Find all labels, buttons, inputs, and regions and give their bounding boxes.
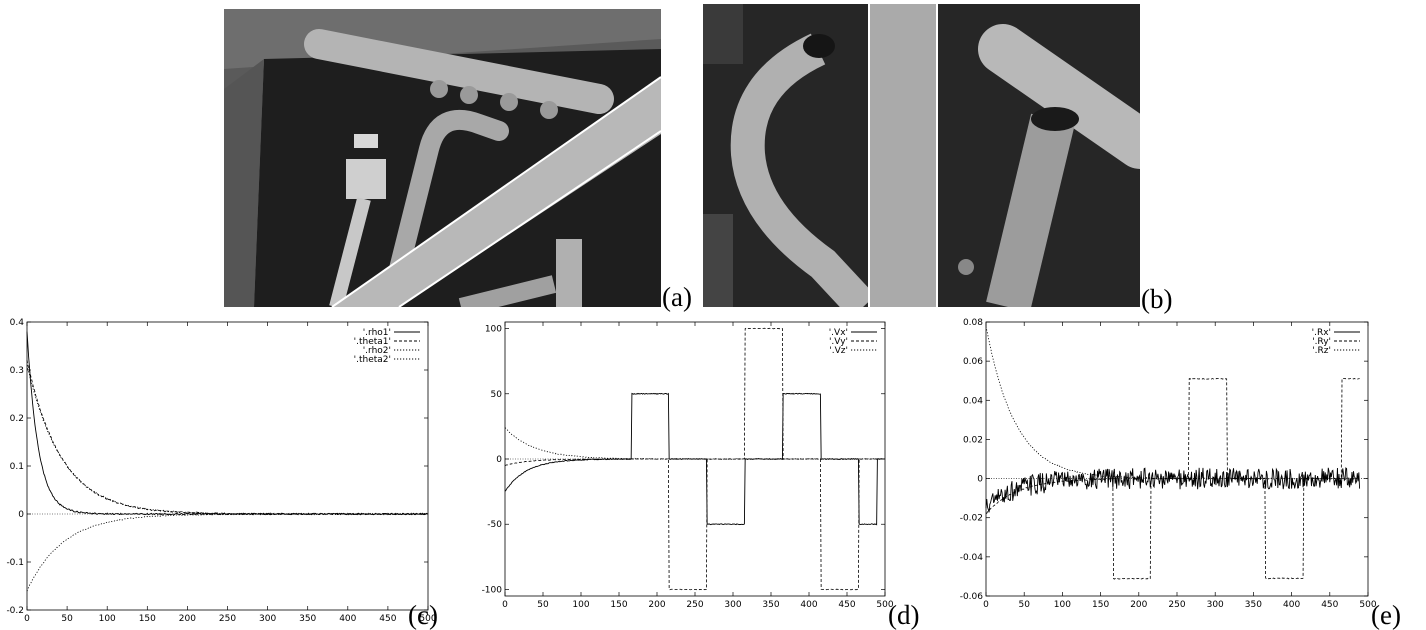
x-tick-label: 400	[339, 614, 356, 624]
y-tick-label: 0.2	[10, 414, 24, 424]
panel-label-c: (c)	[408, 600, 438, 630]
x-tick-label: 200	[179, 614, 196, 624]
x-tick-label: 250	[686, 600, 703, 610]
y-tick-label: 0	[496, 455, 502, 465]
x-tick-label: 450	[838, 600, 855, 610]
x-tick-label: 150	[610, 600, 627, 610]
x-tick-label: 0	[983, 600, 989, 610]
x-tick-label: 450	[379, 614, 396, 624]
plot-frame	[26, 321, 429, 611]
y-tick-label: 0	[18, 510, 24, 520]
photo-a	[224, 9, 661, 307]
x-tick-label: 500	[1359, 600, 1376, 610]
x-tick-label: 250	[219, 614, 236, 624]
x-tick-label: 150	[139, 614, 156, 624]
panel-label-e: (e)	[1371, 600, 1401, 630]
x-tick-label: 500	[876, 600, 893, 610]
y-tick-label: 0	[977, 475, 983, 485]
y-tick-label: 0.04	[963, 396, 983, 406]
series-line	[26, 359, 428, 516]
series-line	[985, 377, 1360, 580]
x-tick-label: 0	[502, 600, 508, 610]
x-tick-label: 350	[1245, 600, 1262, 610]
x-tick-label: 500	[419, 614, 436, 624]
y-tick-label: -100	[482, 585, 503, 595]
y-tick-label: -0.1	[6, 558, 24, 568]
legend-label: '.Vy'	[829, 337, 848, 347]
x-tick-label: 100	[572, 600, 589, 610]
x-tick-label: 400	[800, 600, 817, 610]
legend-label: '.Vz'	[829, 346, 848, 356]
series-line	[26, 512, 428, 592]
series-line	[504, 427, 885, 460]
x-tick-label: 400	[1283, 600, 1300, 610]
y-tick-label: -50	[487, 520, 502, 530]
x-tick-label: 300	[1207, 600, 1224, 610]
series-line	[985, 467, 1361, 513]
y-tick-label: 50	[491, 390, 503, 400]
y-tick-label: 0.3	[10, 366, 24, 376]
y-tick-label: -0.04	[960, 553, 984, 563]
x-tick-label: 450	[1321, 600, 1338, 610]
panel-label-b: (b)	[1141, 284, 1173, 314]
legend-label: '.rho1'	[363, 328, 391, 338]
x-tick-label: 250	[1168, 600, 1185, 610]
x-tick-label: 50	[537, 600, 549, 610]
x-tick-label: 100	[1054, 600, 1071, 610]
y-tick-label: 0.02	[963, 435, 983, 445]
series-line	[26, 365, 428, 516]
series-line	[985, 326, 1360, 480]
legend-label: '.rho2'	[363, 346, 391, 356]
y-tick-label: 100	[485, 325, 502, 335]
x-tick-label: 100	[99, 614, 116, 624]
x-tick-label: 350	[762, 600, 779, 610]
legend-label: '.Vx'	[829, 328, 848, 338]
chart-c: 0 50 100 150 200 250 300 350 400 450 500 -0.2 -0.1 0 0…	[0, 312, 436, 624]
x-tick-label: 200	[648, 600, 665, 610]
legend-label: '.theta1'	[354, 337, 391, 347]
series-line	[26, 331, 428, 516]
y-tick-label: 0.1	[10, 462, 24, 472]
x-tick-label: 300	[724, 600, 741, 610]
chart-d: 0 50 100 150 200 250 300 350 400 450 500 -100 -50 0 50…	[475, 312, 895, 624]
panel-label-d: (d)	[888, 600, 920, 630]
x-tick-label: 350	[299, 614, 316, 624]
series-line	[504, 392, 885, 526]
y-tick-label: -0.06	[960, 592, 984, 602]
x-tick-label: 50	[61, 614, 73, 624]
plot-frame	[985, 321, 1369, 597]
x-tick-label: 0	[24, 614, 30, 624]
legend-label: '.theta2'	[354, 355, 391, 365]
y-tick-label: -0.2	[6, 606, 24, 616]
photo-b	[703, 4, 1140, 307]
chart-e: 0 50 100 150 200 250 300 350 400 450 500 -0.06 -0.04…	[950, 312, 1377, 624]
legend-label: '.Ry'	[1312, 337, 1331, 347]
legend-label: '.Rz'	[1312, 346, 1331, 356]
x-tick-label: 150	[1092, 600, 1109, 610]
y-tick-label: 0.06	[963, 357, 983, 367]
x-tick-label: 300	[259, 614, 276, 624]
x-tick-label: 50	[1018, 600, 1030, 610]
y-tick-label: -0.02	[960, 514, 983, 524]
y-tick-label: 0.4	[10, 318, 25, 328]
panel-label-a: (a)	[662, 282, 692, 312]
x-tick-label: 200	[1130, 600, 1147, 610]
legend-label: '.Rx'	[1312, 328, 1331, 338]
y-tick-label: 0.08	[963, 318, 983, 328]
series-line	[504, 327, 885, 591]
